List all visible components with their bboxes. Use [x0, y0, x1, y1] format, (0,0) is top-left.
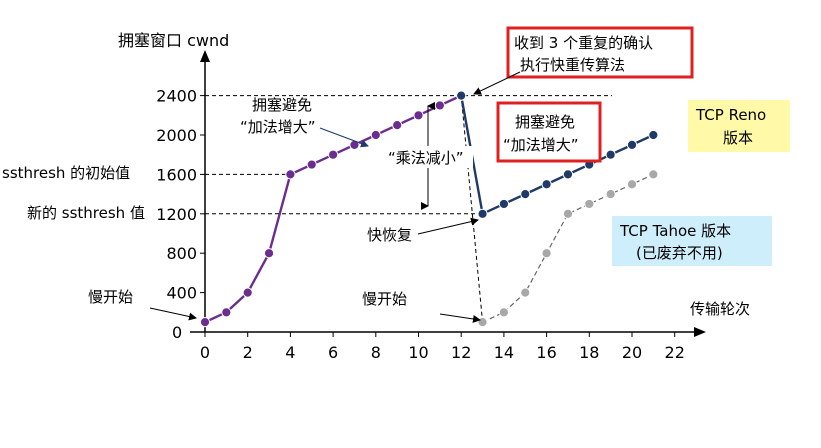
series-0-point [199, 317, 211, 328]
series-1-point [477, 208, 488, 219]
series-1-point [648, 129, 659, 141]
x-tick-label: 2 [243, 343, 253, 362]
series-line-1 [460, 95, 654, 216]
ssthresh-initial-label: ssthresh 的初始值 [2, 164, 130, 182]
x-tick-label: 6 [328, 343, 338, 362]
congestion-avoidance-arrow-1 [319, 127, 369, 148]
series-0-point [392, 120, 403, 131]
series-1-point [520, 189, 531, 200]
x-tick-label: 20 [622, 343, 642, 362]
series-2-point [562, 208, 574, 219]
series-2-point [498, 307, 509, 318]
ssthresh-new-label: 新的 ssthresh 值 [27, 204, 145, 222]
x-axis-arrow [694, 327, 706, 337]
series-2-point [541, 248, 552, 259]
series-2-point [605, 189, 616, 200]
congestion-avoidance-label-2a: 拥塞避免 [515, 113, 575, 131]
x-tick-label: 4 [285, 343, 295, 362]
fast-recovery-arrow [417, 217, 479, 235]
fast-retransmit-box [506, 26, 694, 79]
x-tick-label: 16 [536, 343, 556, 362]
series-0-point [370, 129, 381, 141]
series-0-point [434, 100, 445, 111]
series-layer [199, 90, 659, 328]
series-1-point [456, 90, 467, 101]
multiplicative-decrease-label: “乘法减小” [388, 149, 464, 167]
y-tick-label: 1600 [156, 165, 197, 184]
congestion-avoidance-label-1b: “加法增大” [240, 118, 316, 136]
series-1-point [562, 169, 574, 180]
y-tick-label: 2400 [156, 87, 197, 106]
series-2-point [648, 169, 659, 180]
x-tick-label: 22 [665, 343, 685, 362]
x-tick-label: 8 [371, 343, 381, 362]
tahoe-legend-label-b: (已废弃不用) [636, 244, 723, 262]
tahoe-legend-box [612, 216, 772, 266]
multiplicative-decrease-bg [383, 146, 473, 168]
series-1-point [626, 139, 638, 150]
fast-retransmit-label-a: 收到 3 个重复的确认 [514, 34, 653, 52]
fast-recovery-label: 快恢复 [367, 226, 412, 244]
series-0-point [285, 169, 296, 180]
series-1-point [605, 149, 616, 160]
y-axis-label: 拥塞窗口 cwnd [118, 31, 229, 50]
ref-line-drop [460, 95, 484, 323]
series-2-point [584, 198, 595, 210]
series-0-point [349, 139, 360, 150]
series-1-point [541, 179, 552, 190]
y-tick-label: 0 [172, 323, 182, 342]
x-tick-label: 10 [408, 343, 428, 362]
reno-legend-label-a: TCP Reno [695, 106, 766, 124]
series-0-point [242, 287, 253, 298]
reno-legend-box [688, 100, 790, 152]
x-tick-label: 14 [494, 343, 514, 362]
x-tick-label: 0 [200, 343, 210, 362]
series-2-point [477, 317, 488, 328]
slow-start-arrow-1 [149, 307, 197, 321]
y-tick-label: 800 [166, 244, 197, 263]
series-0-point [263, 248, 275, 259]
series-1-point [498, 198, 509, 210]
tahoe-legend-label-a: TCP Tahoe 版本 [619, 222, 731, 240]
reno-legend-label-b: 版本 [723, 129, 753, 147]
series-line-2 [482, 173, 654, 323]
x-axis-label: 传输轮次 [690, 300, 750, 318]
series-2-point [626, 179, 638, 190]
series-0-point [221, 307, 232, 318]
series-0-point [413, 110, 424, 121]
axes [190, 50, 706, 337]
y-tick-label: 400 [166, 284, 197, 303]
slow-start-label-1: 慢开始 [88, 288, 133, 306]
slow-start-label-2: 慢开始 [362, 290, 407, 308]
y-tick-label: 1200 [156, 205, 197, 224]
series-0-point [306, 159, 317, 170]
series-2-point [520, 287, 531, 298]
reference-lines [205, 95, 612, 323]
congestion-avoidance-box-2 [496, 101, 602, 163]
x-tick-label: 18 [579, 343, 599, 362]
y-axis-arrow [200, 50, 210, 62]
x-tick-label: 12 [451, 343, 471, 362]
fast-retransmit-arrow [473, 71, 521, 95]
congestion-avoidance-label-1a: 拥塞避免 [252, 96, 312, 114]
slow-start-arrow-2 [439, 313, 481, 323]
series-0-point [328, 149, 339, 160]
x-ticks: 0 2 4 6 8 10 12 14 16 18 20 22 [200, 332, 685, 362]
congestion-avoidance-label-2b: “加法增大” [503, 136, 579, 154]
fast-retransmit-label-b: 执行快重传算法 [520, 56, 625, 74]
y-ticks: 0 400 800 1200 1600 2000 2400 [156, 87, 205, 342]
y-tick-label: 2000 [156, 126, 197, 145]
